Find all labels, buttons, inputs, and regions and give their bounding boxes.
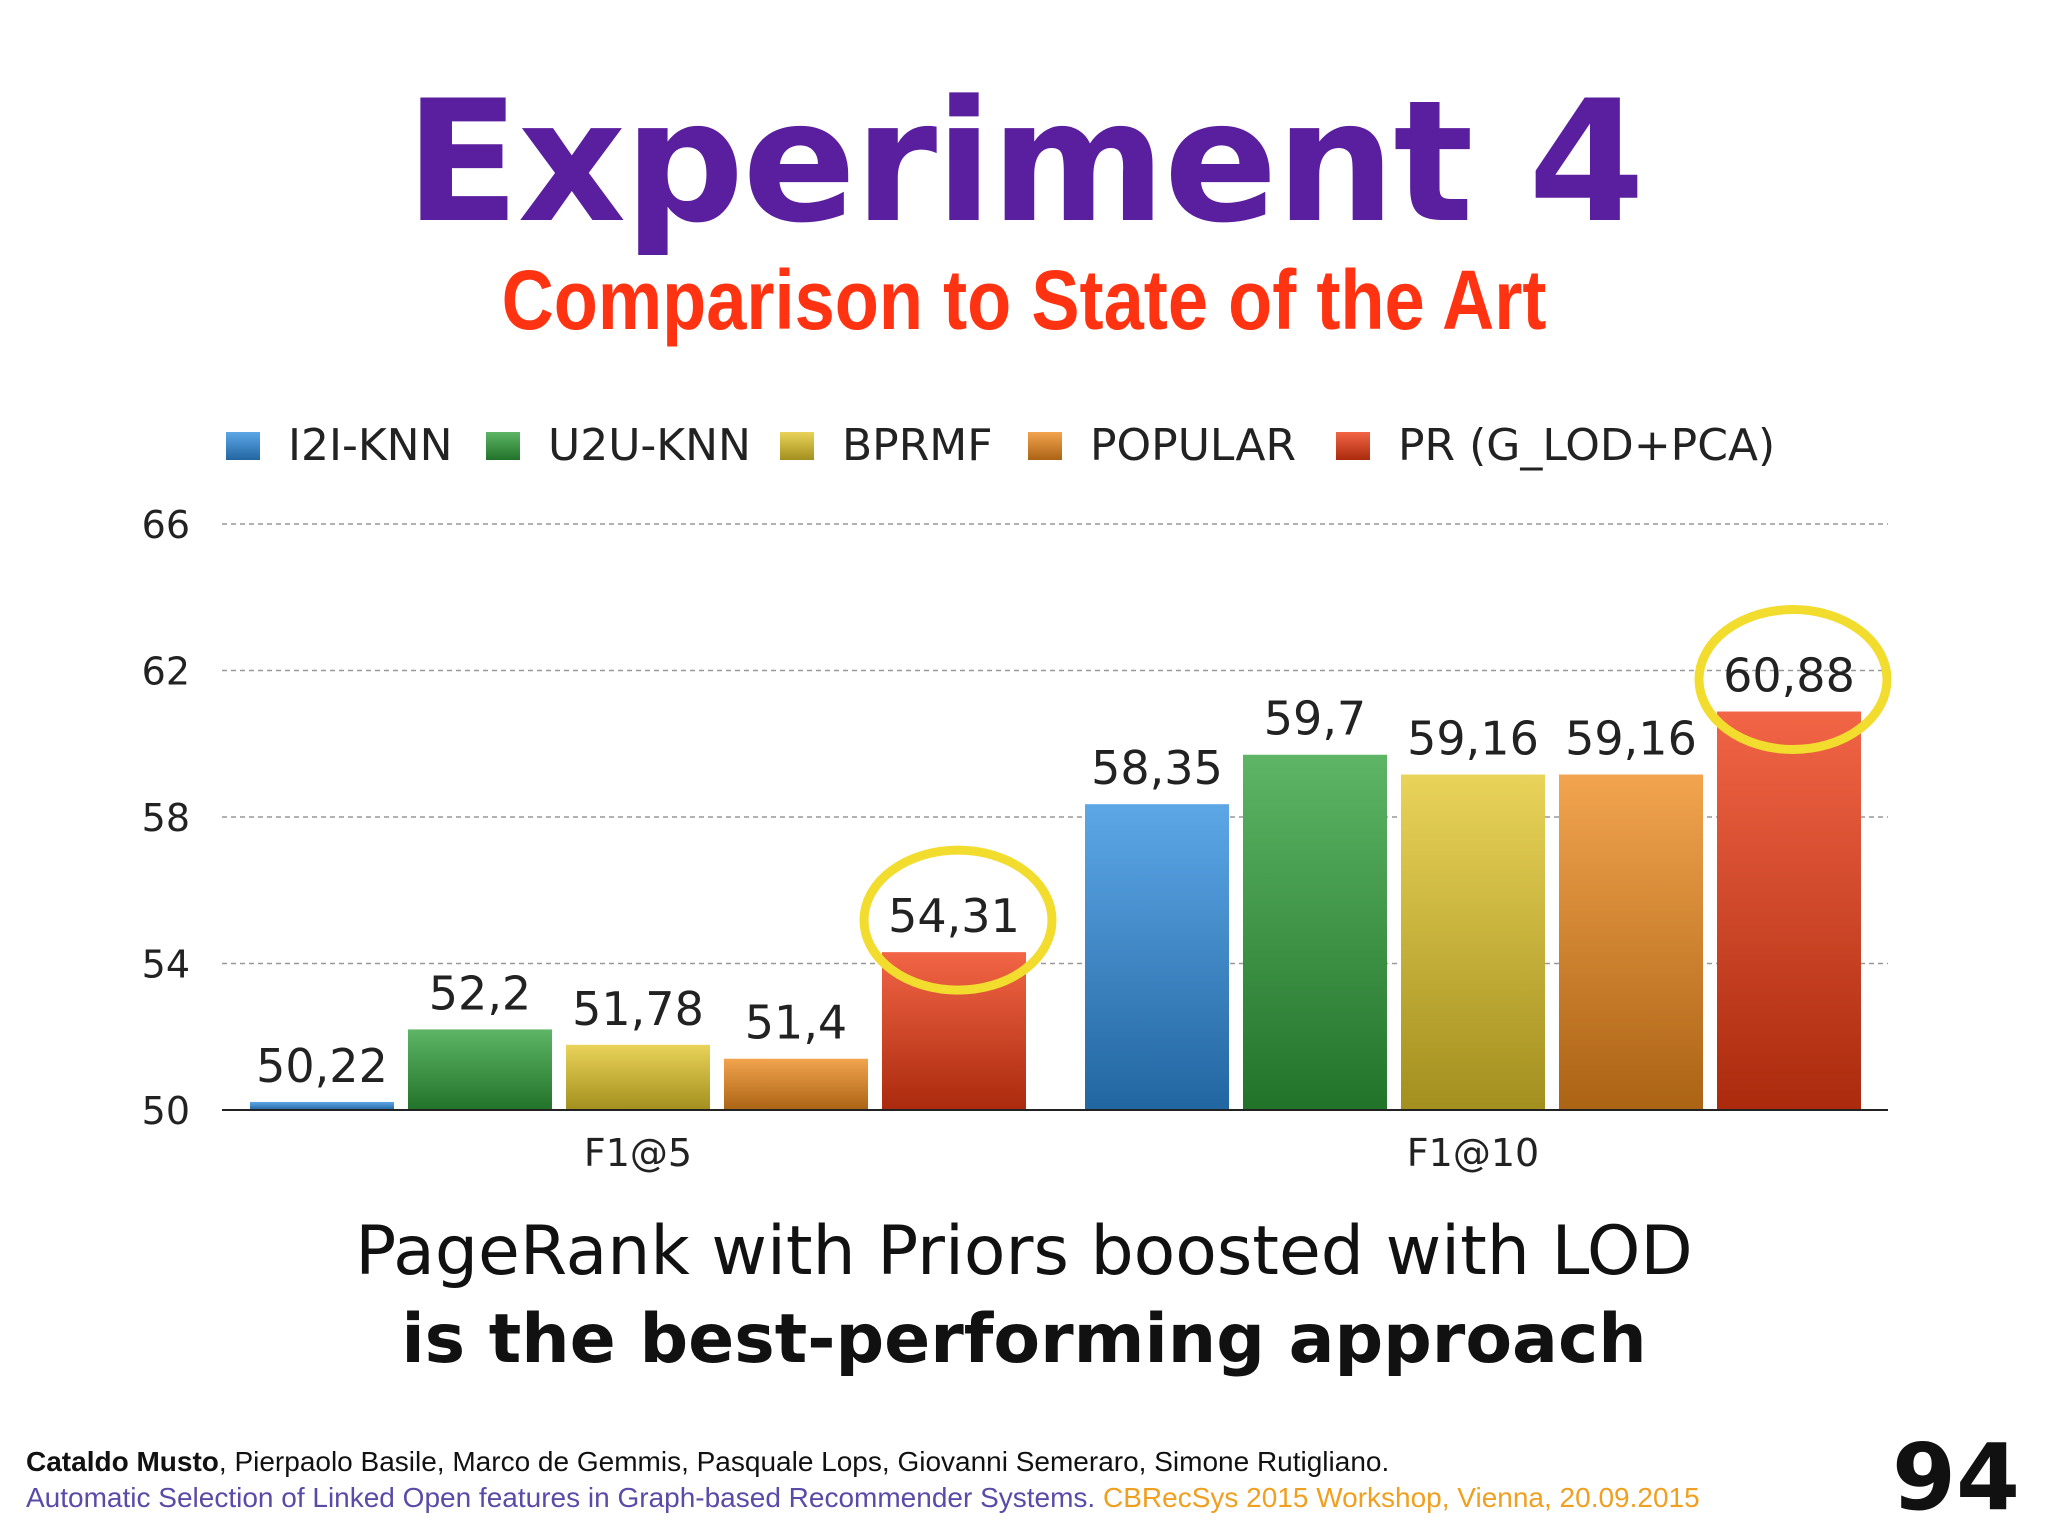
x-axis: F1@5 F1@10 (222, 1109, 1888, 1175)
data-label: 58,35 (1091, 741, 1223, 795)
data-label: 59,7 (1264, 692, 1366, 746)
slide-subtitle: Comparison to State of the Art (501, 253, 1547, 347)
footer-venue: CBRecSys 2015 Workshop, Vienna, 20.09.20… (1095, 1482, 1700, 1513)
bar (1085, 804, 1229, 1110)
legend-swatch-u2u-knn (486, 432, 520, 460)
legend-swatch-popular (1028, 432, 1062, 460)
data-label: 59,16 (1565, 712, 1697, 766)
bar (1559, 774, 1703, 1110)
legend-swatch-i2i-knn (226, 432, 260, 460)
caption-line-1: PageRank with Priors boosted with LOD (355, 1212, 1693, 1291)
y-tick-label: 62 (142, 650, 190, 694)
page-number: 94 (1891, 1424, 2020, 1531)
bar (408, 1029, 552, 1110)
legend-label-i2i-knn: I2I-KNN (288, 420, 453, 471)
legend-label-u2u-knn: U2U-KNN (548, 420, 751, 471)
x-tick-label: F1@10 (1407, 1131, 1539, 1175)
highlight-circle (859, 845, 1057, 995)
x-tick-label: F1@5 (584, 1131, 692, 1175)
footer-paper-title: Automatic Selection of Linked Open featu… (26, 1482, 1096, 1513)
data-label: 51,78 (572, 982, 704, 1036)
bar (250, 1101, 394, 1110)
highlight-circle (1694, 605, 1892, 755)
bar-chart: I2I-KNN U2U-KNN BPRMF POPULAR PR (G_LOD+PCA)… (142, 420, 1892, 1175)
y-tick-label: 66 (142, 503, 190, 547)
y-tick-label: 58 (142, 796, 190, 840)
legend-swatch-pr-g-lod-pca (1336, 432, 1370, 460)
footer-authors: Cataldo Musto, Pierpaolo Basile, Marco d… (26, 1446, 1389, 1478)
legend-label-pr-g-lod-pca: PR (G_LOD+PCA) (1398, 420, 1775, 471)
bar (1243, 754, 1387, 1110)
data-label: 51,4 (745, 996, 847, 1050)
chart-bars: 50,22 52,2 51,78 51,4 54,31 58,35 59,7 59,16 59,… (250, 649, 1861, 1110)
legend-label-bprmf: BPRMF (842, 420, 993, 471)
data-label: 60,88 (1723, 649, 1855, 703)
data-label: 50,22 (256, 1039, 388, 1093)
data-label: 52,2 (429, 966, 531, 1020)
bar (1717, 711, 1861, 1110)
caption-line-2: is the best-performing approach (401, 1300, 1647, 1379)
highlight-circles (859, 605, 1892, 995)
y-tick-label: 54 (142, 943, 190, 987)
chart-legend: I2I-KNN U2U-KNN BPRMF POPULAR PR (G_LOD+PCA) (226, 420, 1775, 471)
footer-lead-author: Cataldo Musto (26, 1446, 219, 1477)
y-tick-label: 50 (142, 1089, 190, 1133)
bar (1401, 774, 1545, 1110)
y-axis: 50 54 58 62 66 (142, 503, 190, 1133)
legend-swatch-bprmf (780, 432, 814, 460)
bar (566, 1044, 710, 1110)
legend-label-popular: POPULAR (1090, 420, 1296, 471)
footer-citation: Automatic Selection of Linked Open featu… (26, 1482, 1700, 1514)
bar (724, 1058, 868, 1110)
data-label: 59,16 (1407, 712, 1539, 766)
footer-coauthors: , Pierpaolo Basile, Marco de Gemmis, Pas… (218, 1446, 1390, 1477)
slide-title: Experiment 4 (404, 64, 1645, 260)
data-label: 54,31 (888, 889, 1020, 943)
